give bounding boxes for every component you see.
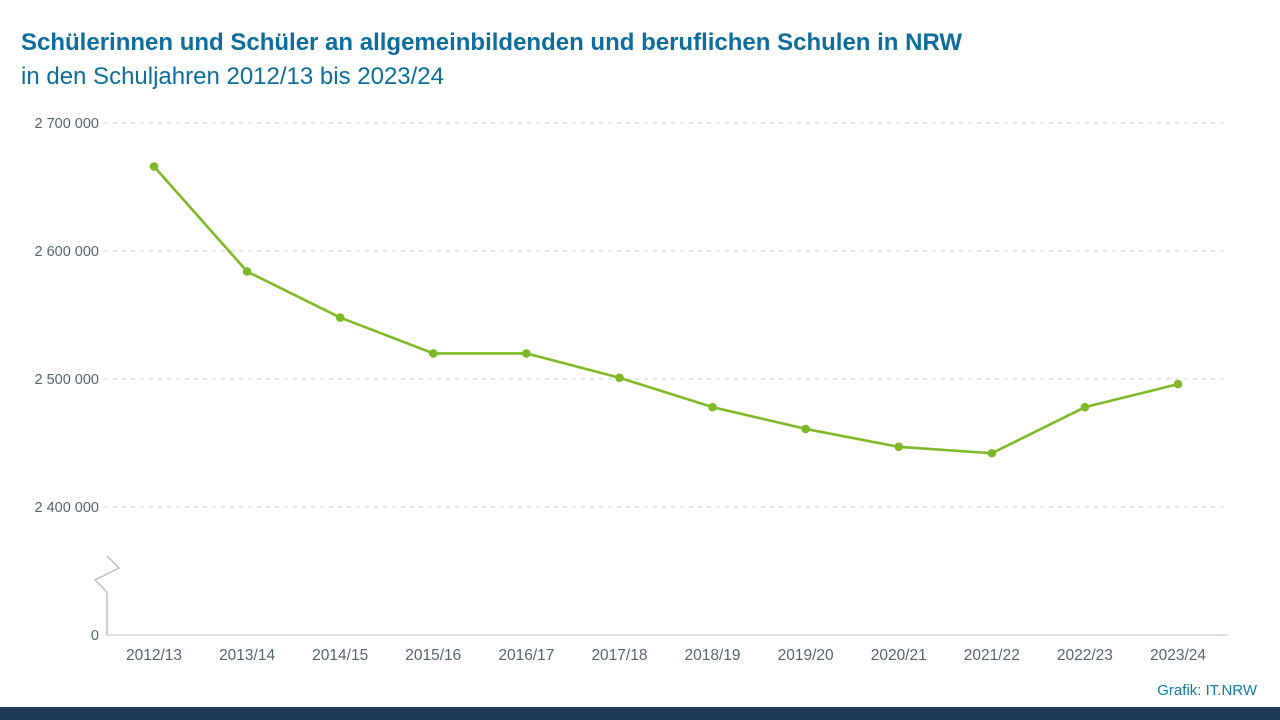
data-points	[149, 162, 1183, 458]
chart-title-line2: in den Schuljahren 2012/13 bis 2023/24	[21, 63, 444, 90]
y-zero-label: 0	[91, 628, 99, 644]
data-point-marker	[149, 162, 159, 171]
y-axis-labels: 2 700 000 2 600 000 2 500 000 2 400 000 0	[34, 116, 99, 644]
data-line	[152, 165, 1180, 455]
data-point-marker	[708, 402, 717, 412]
x-tick-label: 2012/13	[126, 647, 182, 664]
x-tick-label: 2013/14	[219, 647, 275, 664]
x-tick-label: 2014/15	[312, 647, 368, 664]
x-tick-label: 2023/24	[1150, 647, 1206, 664]
data-point-marker	[1173, 379, 1183, 389]
chart-credit: Grafik: IT.NRW	[1157, 682, 1257, 699]
x-tick-label: 2022/23	[1057, 647, 1113, 664]
y-tick-label: 2 700 000	[34, 116, 99, 132]
axis-break-icon	[93, 555, 121, 593]
x-axis-labels: 2012/13 2013/14 2014/15 2015/16 2016/17 2017/…	[126, 647, 1206, 664]
y-tick-label: 2 400 000	[34, 500, 99, 516]
x-tick-label: 2018/19	[685, 647, 741, 664]
x-tick-label: 2017/18	[591, 647, 647, 664]
axes	[93, 555, 1228, 636]
y-tick-label: 2 500 000	[34, 372, 99, 388]
x-tick-label: 2020/21	[871, 647, 927, 664]
data-point-marker	[987, 448, 997, 458]
data-point-marker	[428, 349, 438, 358]
x-tick-label: 2019/20	[778, 647, 834, 664]
chart-title-line1: Schülerinnen und Schüler an allgemeinbil…	[21, 29, 962, 56]
y-gridlines	[104, 122, 1228, 508]
x-tick-label: 2021/22	[964, 647, 1020, 664]
y-tick-label: 2 600 000	[34, 244, 99, 260]
data-point-marker	[242, 267, 252, 276]
bottom-bar	[0, 707, 1280, 720]
x-tick-label: 2015/16	[405, 647, 461, 664]
x-tick-label: 2016/17	[498, 647, 554, 664]
data-point-marker	[615, 373, 624, 383]
data-point-marker	[522, 349, 531, 358]
data-point-marker	[801, 424, 810, 434]
data-point-marker	[1080, 402, 1090, 412]
data-point-marker	[894, 442, 904, 452]
data-point-marker	[335, 313, 345, 322]
